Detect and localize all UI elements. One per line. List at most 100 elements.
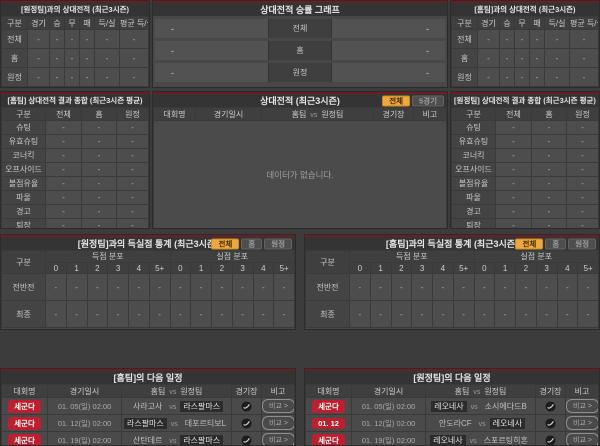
stat-cell: - (566, 148, 599, 163)
schedule-row[interactable]: 세군다 01. 19(일) 02:00 레오네사 vs 스포르팅히혼 비교 > (305, 431, 599, 445)
stat-cell: - (566, 162, 599, 177)
bin-header: 5+ (273, 262, 295, 274)
vs-label: vs (473, 388, 481, 396)
filter-all-button[interactable]: 전체 (382, 95, 411, 106)
stat-cell: - (94, 48, 120, 68)
row-label: 유효슈팅 (1, 134, 46, 149)
filter-home-button[interactable]: 홈 (241, 238, 263, 249)
row-label: 파울 (451, 190, 496, 205)
panel-title: [원정팀]과의 상대전적 (최근3시즌) (1, 1, 149, 16)
away-team: 레오네사 (489, 417, 526, 429)
winrate-rows: - 전체 - - 홈 - - 원정 - (153, 16, 447, 82)
table-row: 전반전 ------ ------ (305, 273, 599, 301)
filter-all-button[interactable]: 전체 (211, 238, 240, 249)
home-team: 라스팔마스 (123, 417, 167, 429)
compare-button[interactable]: 비교 > (262, 433, 294, 445)
col-header: 원정 (566, 107, 599, 121)
goals-away-table: 구분 득점 분포 실점 분포 0 1 2 3 4 5+ 0 1 2 3 4 5+ 전반전 -----… (1, 250, 295, 328)
col-header: 비고 (413, 107, 447, 121)
stat-cell: - (116, 134, 149, 149)
col-header: 구분 (451, 16, 478, 30)
filter-all-button[interactable]: 전체 (515, 238, 544, 249)
stat-cell: - (45, 190, 82, 205)
league-badge: 세군다 (8, 399, 41, 413)
col-header: 무 (514, 16, 530, 30)
stat-cell: - (349, 273, 371, 301)
schedule-row[interactable]: 01. 12 01. 12(일) 02:00 안도라CF vs 레오네사 비교 > (305, 414, 599, 432)
row-label: 최종 (1, 300, 46, 328)
filter-5games-button[interactable]: 5경기 (412, 95, 444, 106)
stat-cell: - (81, 162, 117, 177)
schedule-row[interactable]: 세군다 01. 05(일) 02:00 사라고사 vs 라스팔마스 비교 > (1, 397, 295, 415)
table-row: 원정 - - - - - - (1, 67, 149, 87)
home-team: 사라고사 (132, 401, 163, 411)
stadium-icon[interactable] (241, 417, 252, 429)
compare-button[interactable]: 비교 > (566, 416, 598, 430)
stat-cell: - (148, 300, 171, 328)
panel-title: 상대전적 승률 그래프 (153, 1, 447, 16)
stat-cell: - (566, 120, 599, 135)
bin-header: 1 (494, 262, 516, 274)
vs-label: vs (470, 403, 478, 411)
stat-cell: - (64, 48, 80, 68)
filter-home-button[interactable]: 홈 (545, 238, 567, 249)
stat-cell: - (577, 273, 599, 301)
filter-buttons: 전체 5경기 (382, 95, 444, 106)
stadium-icon[interactable] (545, 400, 556, 412)
stat-cell: - (556, 300, 579, 328)
stat-cell: - (81, 134, 117, 149)
table-row: 전반전 ------ ------ (1, 273, 295, 301)
stadium-icon[interactable] (241, 400, 252, 412)
stat-cell: - (45, 218, 82, 228)
stat-cell: - (531, 190, 567, 205)
filter-away-button[interactable]: 원정 (568, 238, 596, 249)
filter-away-button[interactable]: 원정 (264, 238, 292, 249)
stadium-icon[interactable] (241, 434, 252, 445)
stat-cell: - (45, 120, 82, 135)
summary-away-table: 구분 전체 홈 원정 슈팅 - - - 유효슈팅 - - - 코너킥 - - - 오프사이드 - - -… (451, 107, 599, 228)
schedule-row[interactable]: 세군다 01. 05(일) 02:00 레오네사 vs 소시에다드B 비교 > (305, 397, 599, 415)
stat-cell: - (477, 29, 500, 49)
table-row: 경고 - - - (451, 204, 599, 219)
stat-cell: - (499, 29, 515, 49)
stat-cell: - (529, 48, 545, 68)
table-row: 전체 - - - - - - (451, 29, 599, 49)
stat-cell: - (190, 300, 212, 328)
panel-title: [홈팀] 상대전적 결과 종합 (최근3시즌 평균) (1, 92, 149, 107)
stat-cell: - (514, 29, 530, 49)
stat-cell: - (81, 190, 117, 205)
stadium-icon[interactable] (545, 417, 556, 429)
stat-cell: - (45, 148, 82, 163)
panel-title: [원정팀] 상대전적 결과 종합 (최근3시즌 평균) (451, 92, 599, 107)
table-row: 원정 - - - - - - (451, 67, 599, 87)
stat-cell: - (252, 273, 275, 301)
stat-cell: - (27, 29, 50, 49)
stat-cell: - (49, 29, 65, 49)
col-header: 비고 (261, 384, 295, 398)
row-head-to-head: [원정팀]과의 상대전적 (최근3시즌) 구분 경기 승 무 패 득/실 평균 … (0, 0, 600, 88)
schedule-row[interactable]: 세군다 01. 19(일) 02:00 산탄데르 vs 라스팔마스 비교 > (1, 431, 295, 445)
stat-cell: - (94, 29, 120, 49)
schedule-row[interactable]: 세군다 01. 12(일) 02:00 라스팔마스 vs 데포르티보L 비교 > (1, 414, 295, 432)
bin-header: 3 (107, 262, 129, 274)
compare-button[interactable]: 비교 > (566, 433, 598, 445)
home-bar-area: - (155, 41, 268, 60)
bin-header: 0 (45, 262, 67, 274)
compare-button[interactable]: 비교 > (262, 416, 294, 430)
col-header: 경기장 (535, 384, 566, 398)
panel-schedule-hometeam: [홈팀]의 다음 일정 대회명 경기일시 홈팀 vs 원정팀 경기장 비고 세군다 … (0, 368, 296, 446)
compare-button[interactable]: 비교 > (566, 399, 598, 413)
stat-cell: - (45, 176, 82, 191)
stat-cell: - (169, 273, 192, 301)
away-team: 라스팔마스 (180, 400, 224, 412)
stat-cell: - (495, 148, 532, 163)
compare-button[interactable]: 비교 > (262, 399, 294, 413)
col-header: 구분 (1, 250, 46, 274)
summary-home-table: 구분 전체 홈 원정 슈팅 - - - 유효슈팅 - - - 코너킥 - - - 오프사이드 - - -… (1, 107, 149, 228)
stadium-icon[interactable] (545, 434, 556, 445)
vs-label: vs (469, 437, 477, 445)
table-row: 퇴장 - - - (1, 218, 149, 228)
bin-header: 4 (432, 262, 454, 274)
stat-cell: - (531, 218, 567, 228)
